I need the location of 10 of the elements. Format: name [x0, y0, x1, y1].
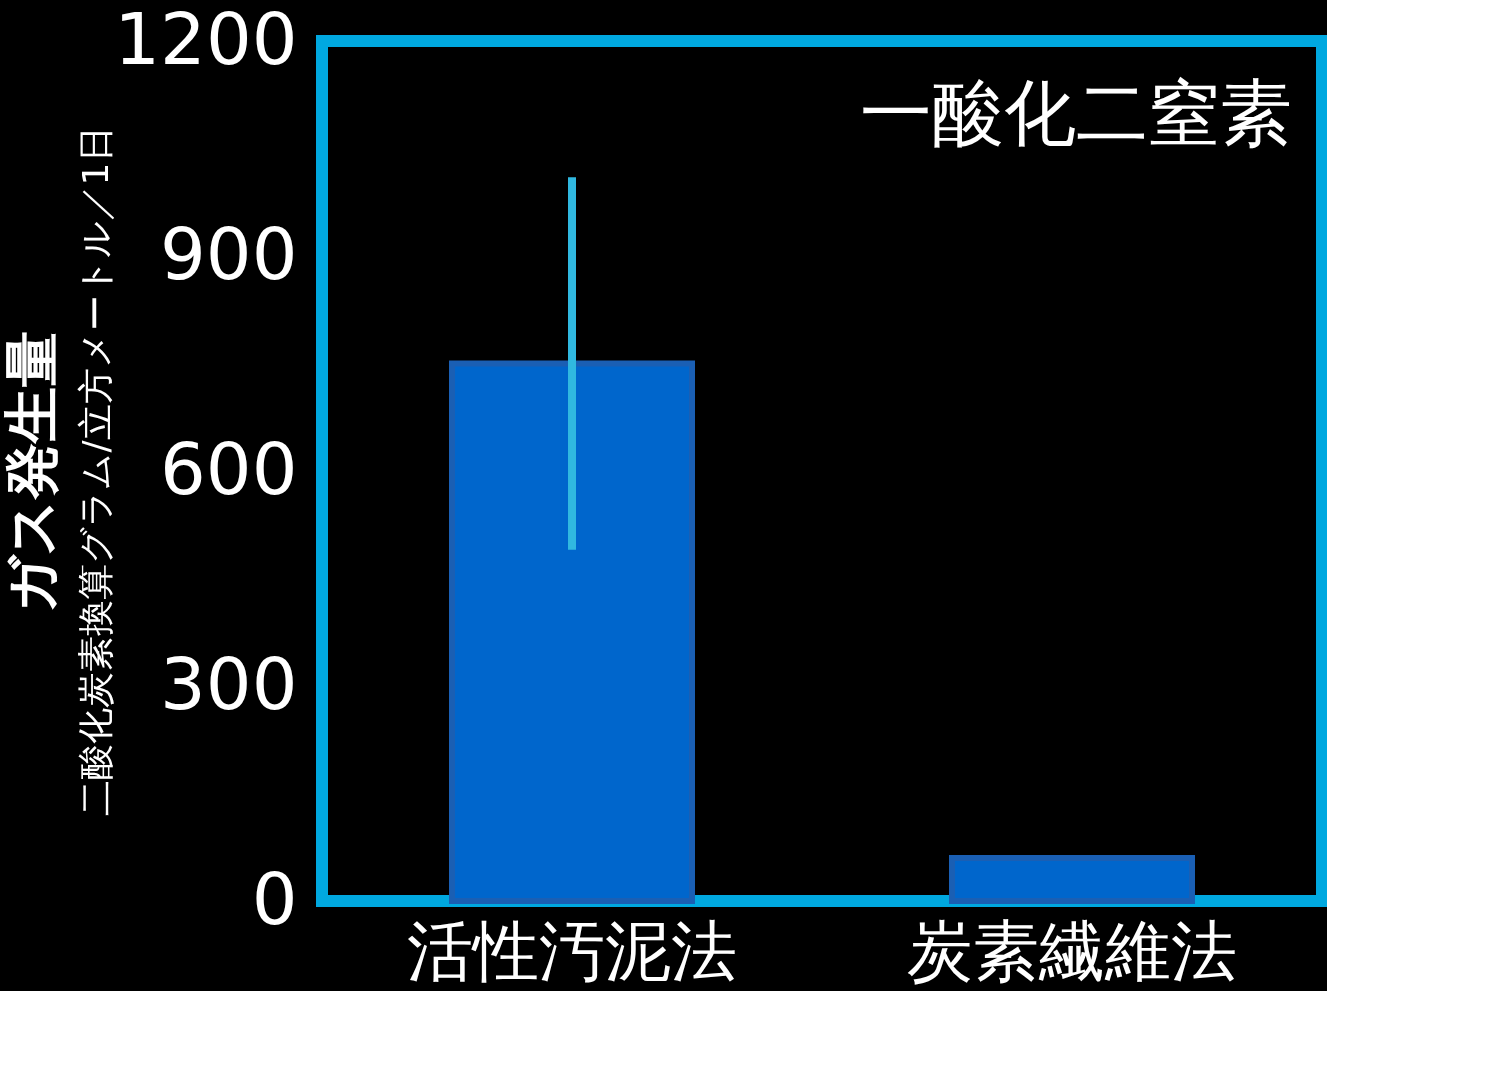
y-tick-label: 1200: [114, 0, 298, 81]
x-tick-label: 活性汚泥法: [407, 912, 737, 990]
y-axis-title: ガス発生量: [0, 330, 64, 613]
y-tick-label: 300: [160, 641, 298, 726]
y-tick-label: 900: [160, 211, 298, 296]
x-tick-label: 炭素繊維法: [907, 912, 1237, 990]
y-tick-label: 0: [251, 856, 298, 941]
y-tick-label: 600: [160, 426, 298, 511]
chart-title: 一酸化二窒素: [860, 71, 1292, 155]
text: 二酸化炭素換算グラム/立方メートル／1日: [75, 126, 116, 816]
